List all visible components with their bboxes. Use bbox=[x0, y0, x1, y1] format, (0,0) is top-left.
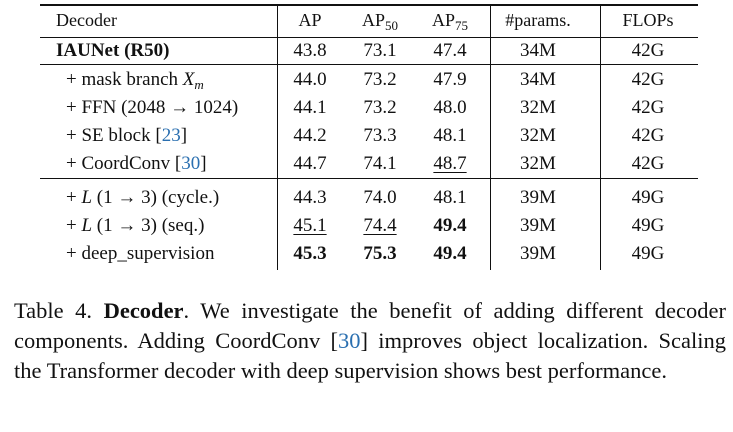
results-table: Decoder AP AP50 AP75 #params. FLOPs IAUN… bbox=[40, 0, 698, 272]
table-row: + L (1 → 3) (seq.) 45.1 74.4 49.4 39M 49… bbox=[40, 212, 698, 240]
caption-text-2: ] improves object localization. Scaling … bbox=[14, 328, 726, 383]
row-ap50: 73.3 bbox=[363, 125, 397, 146]
row-ap50: 73.2 bbox=[363, 69, 397, 90]
header-row: Decoder AP AP50 AP75 #params. FLOPs bbox=[40, 6, 698, 34]
row-name: + CoordConv [30] bbox=[66, 153, 207, 174]
row-flops: 49G bbox=[631, 187, 665, 208]
column-separator-3 bbox=[600, 4, 601, 270]
table-row: + deep_supervision 45.3 75.3 49.4 39M 49… bbox=[40, 240, 698, 268]
row-ap50: 74.0 bbox=[363, 187, 397, 208]
header-ap: AP bbox=[298, 10, 322, 30]
header-ap75: AP75 bbox=[431, 10, 468, 33]
row-name: + mask branch Xm bbox=[66, 69, 204, 92]
row-name: + L (1 → 3) (seq.) bbox=[66, 215, 205, 236]
row-params: 39M bbox=[520, 243, 556, 264]
row-params: 39M bbox=[520, 215, 556, 236]
row-ap75: 47.4 bbox=[433, 40, 467, 61]
caption-label: Table 4. bbox=[14, 298, 93, 323]
row-flops: 49G bbox=[631, 215, 665, 236]
column-separator-1 bbox=[277, 4, 278, 270]
row-params: 32M bbox=[520, 153, 556, 174]
row-ap: 44.2 bbox=[293, 125, 327, 146]
row-params: 39M bbox=[520, 187, 556, 208]
row-ap: 44.3 bbox=[293, 187, 327, 208]
row-name: + FFN (2048 → 1024) bbox=[66, 97, 239, 118]
row-flops: 42G bbox=[631, 40, 665, 61]
citation-link[interactable]: 30 bbox=[181, 153, 201, 174]
row-flops: 42G bbox=[631, 97, 665, 118]
row-ap50: 74.1 bbox=[363, 153, 397, 174]
row-name: IAUNet (R50) bbox=[56, 40, 170, 61]
header-ap50: AP50 bbox=[361, 10, 398, 33]
row-ap: 45.1 bbox=[293, 215, 327, 236]
row-name: + L (1 → 3) (cycle.) bbox=[66, 187, 220, 208]
row-ap50: 73.2 bbox=[363, 97, 397, 118]
header-flops: FLOPs bbox=[622, 10, 674, 30]
table-row: + L (1 → 3) (cycle.) 44.3 74.0 48.1 39M … bbox=[40, 184, 698, 212]
top-rule bbox=[40, 4, 698, 6]
citation-link[interactable]: 30 bbox=[338, 328, 361, 353]
row-flops: 42G bbox=[631, 69, 665, 90]
row-params: 32M bbox=[520, 125, 556, 146]
row-params: 32M bbox=[520, 97, 556, 118]
row-ap75: 47.9 bbox=[433, 69, 467, 90]
table-caption: Table 4. Decoder. We investigate the ben… bbox=[14, 296, 726, 386]
row-ap: 45.3 bbox=[293, 243, 327, 264]
row-params: 34M bbox=[520, 40, 556, 61]
row-ap: 44.7 bbox=[293, 153, 327, 174]
row-ap75: 49.4 bbox=[433, 215, 467, 236]
table-row: + mask branch Xm 44.0 73.2 47.9 34M 42G bbox=[40, 66, 698, 94]
citation-link[interactable]: 23 bbox=[161, 125, 181, 146]
row-ap75: 48.1 bbox=[433, 125, 467, 146]
baseline-rule bbox=[40, 64, 698, 65]
row-ap: 44.1 bbox=[293, 97, 327, 118]
row-ap50: 75.3 bbox=[363, 243, 397, 264]
caption-text-1: . We investigate the benefit of adding d… bbox=[14, 298, 727, 353]
header-rule bbox=[40, 37, 698, 38]
column-separator-2 bbox=[490, 4, 491, 270]
table-row: + SE block [23] 44.2 73.3 48.1 32M 42G bbox=[40, 122, 698, 150]
row-ap75: 48.7 bbox=[433, 153, 467, 174]
row-ap: 44.0 bbox=[293, 69, 327, 90]
row-ap50: 74.4 bbox=[363, 215, 397, 236]
row-ap75: 49.4 bbox=[433, 243, 467, 264]
row-params: 34M bbox=[520, 69, 556, 90]
row-ap75: 48.1 bbox=[433, 187, 467, 208]
table-row: IAUNet (R50) 43.8 73.1 47.4 34M 42G bbox=[40, 37, 698, 65]
header-decoder: Decoder bbox=[56, 10, 117, 30]
header-params: #params. bbox=[505, 10, 571, 30]
row-flops: 42G bbox=[631, 125, 665, 146]
table-row: + CoordConv [30] 44.7 74.1 48.7 32M 42G bbox=[40, 150, 698, 178]
row-flops: 42G bbox=[631, 153, 665, 174]
table-row: + FFN (2048 → 1024) 44.1 73.2 48.0 32M 4… bbox=[40, 94, 698, 122]
row-ap: 43.8 bbox=[293, 40, 327, 61]
group-rule bbox=[40, 178, 698, 179]
row-flops: 49G bbox=[631, 243, 665, 264]
row-ap50: 73.1 bbox=[363, 40, 397, 61]
caption-title: Decoder bbox=[103, 298, 184, 323]
row-ap75: 48.0 bbox=[433, 97, 467, 118]
row-name: + deep_supervision bbox=[66, 243, 215, 264]
row-name: + SE block [23] bbox=[66, 125, 188, 146]
